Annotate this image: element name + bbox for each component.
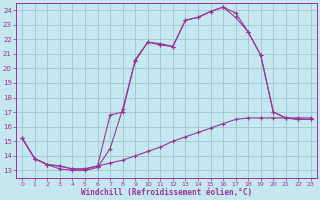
X-axis label: Windchill (Refroidissement éolien,°C): Windchill (Refroidissement éolien,°C)	[81, 188, 252, 197]
